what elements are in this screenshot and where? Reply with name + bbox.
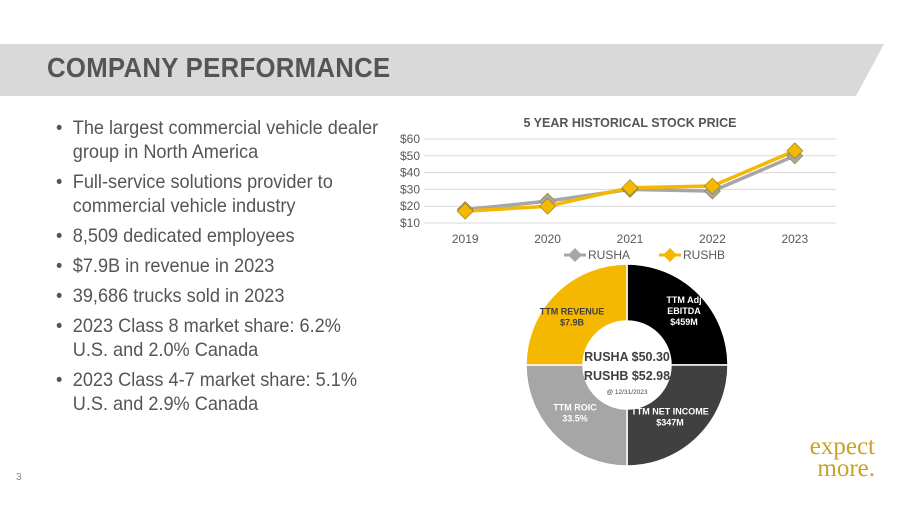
title-banner (0, 44, 900, 96)
bullet-item: The largest commercial vehicle dealer gr… (56, 116, 380, 164)
x-tick-label: 2021 (617, 232, 644, 246)
donut-center (583, 321, 671, 409)
logo-line: expect (809, 433, 875, 460)
center-price-rusha: RUSHA $50.30 (584, 350, 670, 364)
slice-label: 33.5% (562, 414, 588, 424)
center-price-rushb: RUSHB $52.98 (584, 369, 670, 383)
banner-polygon (0, 44, 884, 96)
slice-label: TTM ROIC (553, 403, 597, 413)
y-tick-label: $30 (400, 182, 420, 196)
slice-label: EBITDA (667, 306, 701, 316)
center-date-note: @ 12/31/2023 (607, 389, 648, 396)
y-tick-label: $20 (400, 199, 420, 213)
y-tick-label: $10 (400, 216, 420, 230)
x-tick-label: 2022 (699, 232, 726, 246)
page-title: COMPANY PERFORMANCE (47, 52, 391, 83)
stock-price-line-chart: $10 $20 $30 $40 $50 $60 2019 2020 2021 2022 2023 RU… (400, 132, 836, 262)
y-tick-label: $40 (400, 166, 420, 180)
bullet-list: The largest commercial vehicle dealer gr… (56, 116, 378, 422)
x-tick-label: 2019 (452, 232, 479, 246)
slice-label: $459M (670, 317, 698, 327)
slice-label: TTM NET INCOME (631, 407, 709, 417)
legend-label: RUSHB (683, 248, 725, 262)
bullet-item: 2023 Class 4-7 market share: 5.1% U.S. a… (56, 368, 380, 416)
logo-line: more. (817, 455, 875, 482)
x-tick-label: 2023 (781, 232, 808, 246)
legend-swatch-marker (663, 248, 677, 262)
slice-label: $7.9B (560, 318, 585, 328)
page-number: 3 (16, 472, 22, 483)
x-tick-label: 2020 (534, 232, 561, 246)
bullet-item: $7.9B in revenue in 2023 (56, 254, 380, 278)
legend-label: RUSHA (588, 248, 630, 262)
slice-label: $347M (656, 418, 684, 428)
stock-chart-title: 5 YEAR HISTORICAL STOCK PRICE (523, 116, 737, 130)
banner-shape (0, 44, 884, 96)
y-tick-label: $50 (400, 149, 420, 163)
data-point-rushb (539, 197, 557, 215)
data-point-rushb (456, 202, 474, 220)
legend-swatch-marker (568, 248, 582, 262)
slice-label: TTM REVENUE (540, 307, 605, 317)
brand-logo: expect more. (775, 433, 875, 482)
bullet-item: Full-service solutions provider to comme… (56, 170, 380, 218)
bullet-item: 8,509 dedicated employees (56, 224, 380, 248)
data-point-rushb (621, 179, 639, 197)
bullet-item: 2023 Class 8 market share: 6.2% U.S. and… (56, 314, 380, 362)
y-tick-label: $60 (400, 132, 420, 146)
data-point-rushb (703, 177, 721, 195)
data-point-rushb (786, 142, 804, 160)
slice-label: TTM Adj (666, 295, 701, 305)
bullet-item: 39,686 trucks sold in 2023 (56, 284, 380, 308)
